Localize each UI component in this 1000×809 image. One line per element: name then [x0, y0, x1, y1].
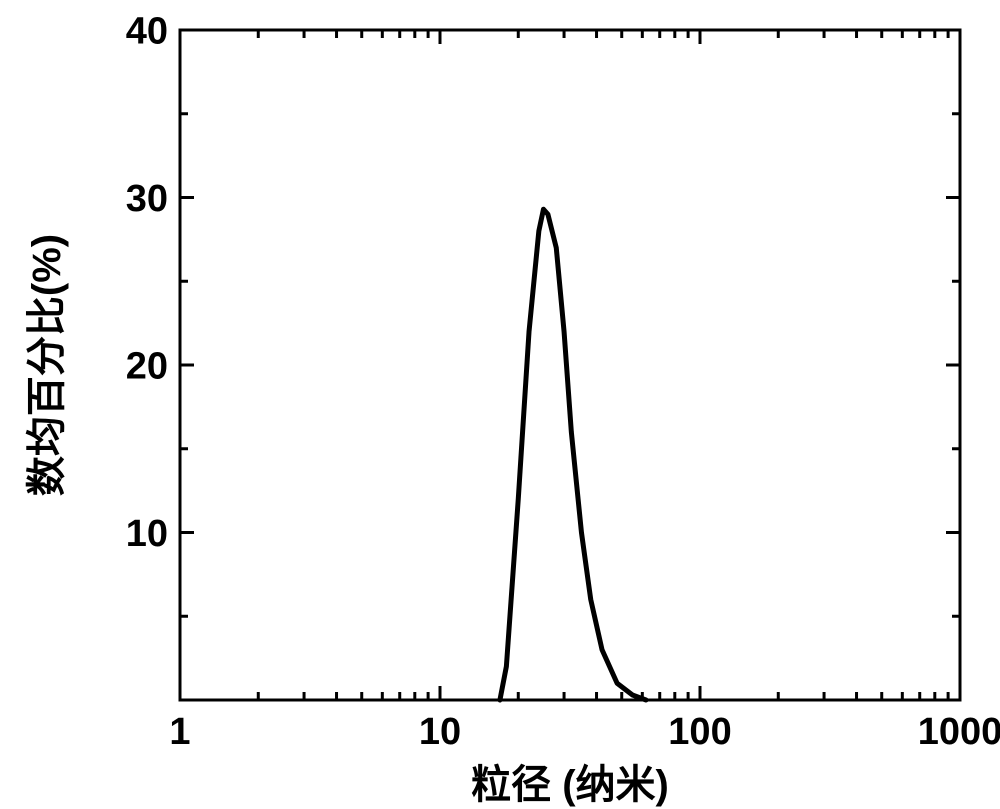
svg-text:100: 100	[668, 711, 731, 753]
svg-text:40: 40	[126, 10, 168, 52]
svg-text:1: 1	[169, 711, 190, 753]
svg-text:20: 20	[126, 345, 168, 387]
svg-text:10: 10	[419, 711, 461, 753]
svg-text:数均百分比(%): 数均百分比(%)	[25, 234, 69, 496]
particle-size-chart: 1 10 100 1000 10 20 30 40 粒径 (纳米) 数均百分比(%)	[0, 0, 1000, 809]
svg-text:30: 30	[126, 178, 168, 220]
svg-text:10: 10	[126, 513, 168, 555]
chart-svg: 1 10 100 1000 10 20 30 40 粒径 (纳米) 数均百分比(%)	[0, 0, 1000, 809]
svg-text:1000: 1000	[918, 711, 1000, 753]
svg-text:粒径 (纳米): 粒径 (纳米)	[471, 763, 669, 807]
